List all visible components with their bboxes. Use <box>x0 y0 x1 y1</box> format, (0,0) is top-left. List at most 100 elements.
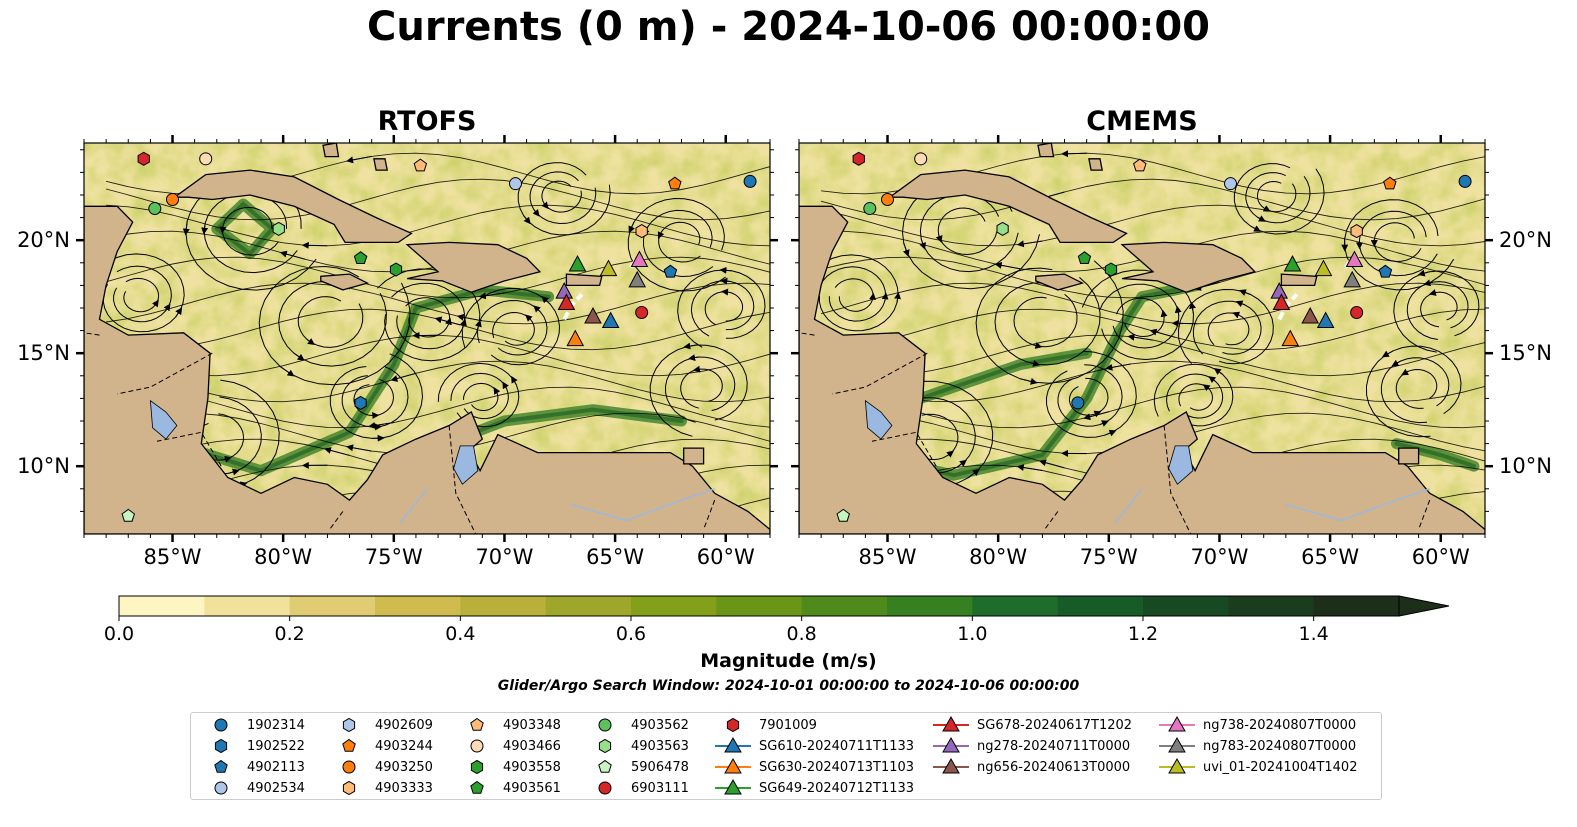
obs-marker-5906478 <box>836 508 850 522</box>
legend-marker-icon <box>598 738 612 754</box>
obs-marker-6903111 <box>635 306 649 320</box>
obs-marker-SG630 <box>566 329 585 347</box>
cmems-map <box>799 143 1485 534</box>
obs-marker-4903244 <box>668 176 682 190</box>
lon-tick-label: 60°W <box>1412 545 1470 569</box>
legend-label: 4903333 <box>375 780 433 796</box>
lat-tick-label: 15°N <box>17 341 70 365</box>
obs-marker-4903466 <box>914 152 928 166</box>
legend-marker-icon <box>214 738 228 754</box>
lon-tick-label: 65°W <box>586 545 644 569</box>
legend-item: 4903562 <box>585 715 689 735</box>
obs-marker-4903562 <box>863 202 877 216</box>
legend-item: 4903250 <box>329 757 433 777</box>
obs-marker-4902113 <box>663 264 678 278</box>
obs-marker-1902522 <box>354 395 367 410</box>
legend: 1902314 1902522 4902113 4902534 4902609 49032… <box>190 712 1382 800</box>
legend-item: 1902522 <box>201 736 305 756</box>
colorbar-tick-label: 1.2 <box>1128 623 1158 642</box>
colorbar-label: Magnitude (m/s) <box>700 650 877 672</box>
lat-tick-label: 10°N <box>1499 454 1552 478</box>
obs-marker-6903111 <box>1350 306 1364 320</box>
lon-tick-label: 65°W <box>1301 545 1359 569</box>
colorbar-tick-label: 1.0 <box>957 623 987 642</box>
obs-marker-SG610 <box>1316 311 1335 329</box>
obs-marker-SG678 <box>1272 293 1291 310</box>
obs-marker-4903563 <box>272 221 285 236</box>
obs-marker-SG678 <box>557 293 576 310</box>
legend-label: 5906478 <box>631 759 689 775</box>
legend-item: 4903348 <box>457 715 561 735</box>
legend-item: ng783-20240807T0000 <box>1157 736 1356 756</box>
legend-item: 4903244 <box>329 736 433 756</box>
obs-marker-4902113 <box>1378 264 1393 278</box>
obs-marker-7901009 <box>852 151 865 166</box>
legend-label: SG630-20240713T1103 <box>759 759 915 775</box>
legend-marker-icon <box>598 781 612 795</box>
legend-marker-icon <box>715 778 751 795</box>
panel-title-cmems: CMEMS <box>1086 106 1198 137</box>
obs-marker-5906478 <box>121 508 135 522</box>
obs-marker-4903250 <box>881 193 895 207</box>
legend-marker-icon <box>1159 715 1195 732</box>
legend-label: 4903563 <box>631 738 689 754</box>
lat-tick-label: 10°N <box>17 454 70 478</box>
legend-item: 4902113 <box>201 757 305 777</box>
legend-label: 4903250 <box>375 759 433 775</box>
lon-tick-label: 85°W <box>859 545 917 569</box>
obs-marker-4902534 <box>1224 177 1238 191</box>
obs-marker-1902314 <box>743 174 757 188</box>
legend-label: 1902522 <box>247 738 305 754</box>
legend-label: SG610-20240711T1133 <box>759 738 915 754</box>
legend-marker-icon <box>470 759 484 775</box>
legend-marker-icon <box>342 760 356 774</box>
obs-marker-4903558 <box>389 262 403 277</box>
legend-label: 4903562 <box>631 717 689 733</box>
legend-label: 4902609 <box>375 717 433 733</box>
obs-marker-SG610 <box>601 311 620 329</box>
legend-label: ng783-20240807T0000 <box>1203 738 1357 754</box>
legend-label: 4903561 <box>503 780 561 796</box>
colorbar-tick-label: 0.4 <box>445 623 475 642</box>
legend-marker-icon <box>214 759 228 773</box>
legend-marker-icon <box>214 781 228 795</box>
legend-item: SG610-20240711T1133 <box>713 736 914 756</box>
legend-item: 4903558 <box>457 757 561 777</box>
legend-item: 7901009 <box>713 715 817 735</box>
obs-marker-4903348 <box>1133 158 1147 172</box>
obs-marker-1902522 <box>1071 396 1085 410</box>
legend-marker-icon <box>726 717 740 733</box>
lon-tick-label: 75°W <box>365 545 423 569</box>
legend-marker-icon <box>933 757 969 774</box>
colorbar-tick-label: 1.4 <box>1299 623 1329 642</box>
legend-label: SG678-20240617T1202 <box>977 717 1133 733</box>
obs-marker-ng738 <box>1345 250 1364 268</box>
legend-marker-icon <box>342 738 356 752</box>
obs-marker-4903561 <box>1077 251 1092 264</box>
map-figure: 85°W 80°W 75°W 70°W 65°W 60°W 20°N 15°N 10°N 85°W… <box>17 135 1552 569</box>
lon-tick-label: 60°W <box>697 545 755 569</box>
lon-tick-label: 85°W <box>144 545 202 569</box>
legend-item: ng738-20240807T0000 <box>1157 715 1356 735</box>
legend-label: 4902534 <box>247 780 305 796</box>
lon-tick-label: 75°W <box>1080 545 1138 569</box>
colorbar-tick-label: 0.0 <box>104 623 134 642</box>
obs-marker-4903244 <box>1383 176 1397 190</box>
legend-label: 4903466 <box>503 738 561 754</box>
legend-item: 6903111 <box>585 778 689 798</box>
obs-marker-4902534 <box>509 177 523 191</box>
obs-marker-SG630 <box>1281 329 1300 347</box>
legend-item: 4902609 <box>329 715 433 735</box>
legend-item: SG649-20240712T1133 <box>713 778 914 798</box>
legend-marker-icon <box>1159 757 1195 774</box>
legend-marker-icon <box>933 736 969 753</box>
obs-marker-4903333 <box>1350 224 1363 239</box>
legend-item: 4903466 <box>457 736 561 756</box>
obs-marker-uvi_01 <box>1314 259 1333 277</box>
colorbar-tick-label: 0.8 <box>787 623 817 642</box>
lat-tick-label: 15°N <box>1499 341 1552 365</box>
legend-marker-icon <box>715 757 751 774</box>
obs-marker-4903561 <box>353 251 368 264</box>
lon-tick-label: 70°W <box>1190 545 1248 569</box>
legend-item: SG678-20240617T1202 <box>931 715 1132 735</box>
